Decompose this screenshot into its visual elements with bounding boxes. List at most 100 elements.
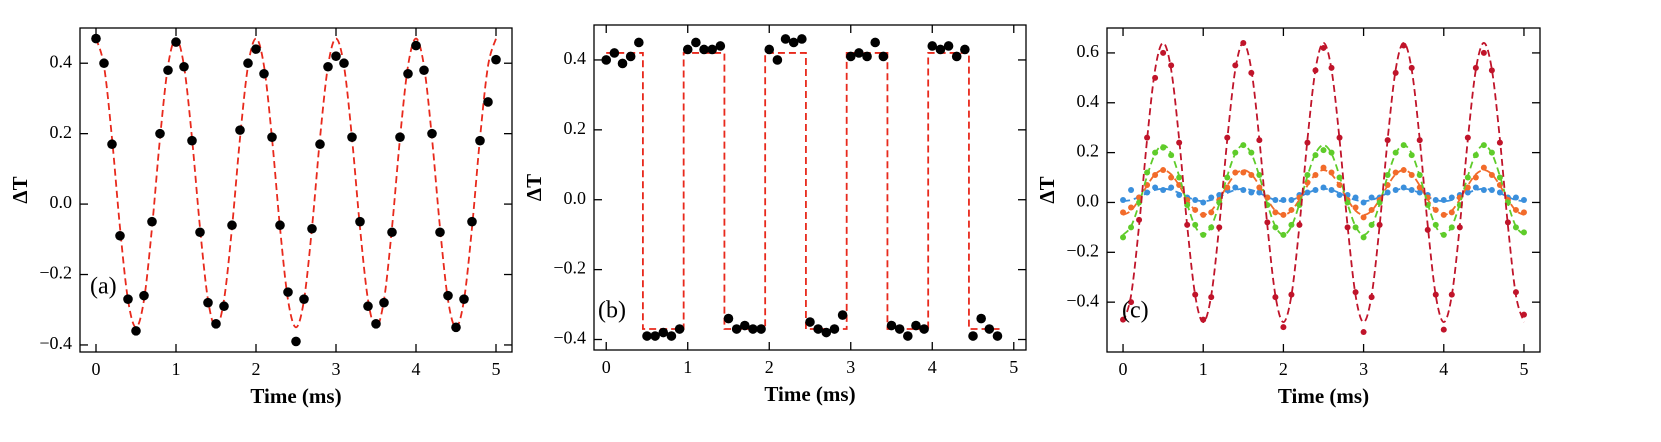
data-point (1168, 174, 1175, 181)
data-point (467, 216, 477, 227)
data-point (1272, 294, 1279, 301)
data-point (411, 40, 421, 51)
data-point (707, 44, 717, 55)
data-point (854, 48, 864, 58)
data-point (1488, 67, 1495, 74)
data-point (625, 51, 636, 62)
data-point (1264, 219, 1271, 226)
data-point (1272, 196, 1279, 203)
data-point (1248, 172, 1255, 179)
data-point (1352, 194, 1359, 201)
data-point (968, 331, 978, 341)
data-point (1216, 224, 1223, 231)
data-point (1144, 169, 1151, 176)
data-point (1208, 224, 1215, 231)
data-point (323, 61, 333, 72)
data-point (219, 301, 229, 312)
y-tick-label: 0.6 (1077, 41, 1100, 61)
data-point (1208, 194, 1215, 201)
data-point (601, 55, 612, 65)
data-point (1144, 134, 1151, 141)
data-point (1152, 172, 1159, 179)
data-point (1488, 172, 1495, 179)
x-tick-label: 2 (1279, 359, 1288, 379)
data-point (1408, 187, 1415, 193)
data-point (878, 51, 889, 62)
y-tick-label: −0.4 (553, 328, 586, 348)
data-point (1288, 196, 1295, 203)
data-point (1392, 69, 1399, 76)
axes-frame (79, 27, 513, 353)
data-point (1408, 172, 1415, 179)
data-point (1168, 152, 1175, 159)
data-point (427, 128, 437, 139)
x-tick-label: 3 (332, 359, 341, 379)
y-tick-label: 0.0 (564, 188, 587, 208)
data-point (1240, 169, 1247, 176)
data-point (1336, 182, 1343, 189)
data-point (395, 132, 405, 142)
data-point (131, 326, 141, 336)
y-tick-label: 0.2 (564, 118, 587, 138)
x-tick-label: 0 (602, 357, 611, 377)
data-point (1312, 67, 1319, 74)
data-point (1240, 39, 1247, 46)
x-tick-label: 4 (928, 357, 937, 377)
data-point (1128, 204, 1135, 211)
data-point (927, 41, 938, 51)
data-point (1368, 206, 1375, 213)
data-point (1472, 152, 1479, 159)
data-point (1448, 209, 1455, 216)
data-point (845, 51, 856, 62)
data-point (1400, 184, 1407, 191)
data-point (1464, 189, 1471, 196)
data-point (886, 320, 897, 331)
data-point (764, 44, 775, 55)
data-point (813, 324, 823, 334)
data-point (894, 324, 905, 334)
data-point (1192, 196, 1199, 203)
data-point (1168, 184, 1175, 191)
data-point (682, 44, 693, 55)
data-point (617, 58, 628, 69)
data-point (1192, 221, 1199, 228)
x-axis-label: Time (ms) (250, 384, 341, 408)
plot-area (601, 34, 1003, 341)
data-point (1464, 174, 1471, 181)
data-point (1480, 49, 1487, 56)
data-point (1448, 194, 1455, 201)
data-point (1512, 194, 1519, 201)
data-point (1360, 199, 1367, 206)
data-point (155, 128, 165, 139)
data-point (1520, 311, 1527, 318)
data-point (1384, 189, 1391, 196)
data-point (1192, 291, 1199, 298)
data-point (951, 51, 962, 62)
data-point (1160, 49, 1167, 56)
data-point (1160, 144, 1167, 151)
data-point (739, 320, 750, 331)
data-point (1432, 196, 1439, 203)
data-point (1200, 211, 1207, 218)
data-point (259, 68, 269, 79)
data-point (609, 48, 620, 58)
data-point (283, 287, 293, 297)
data-point (1440, 326, 1447, 333)
data-point (1344, 224, 1351, 231)
data-point (1128, 299, 1135, 306)
data-point (1360, 234, 1367, 241)
panel-label: (c) (1122, 298, 1149, 324)
data-point (1312, 187, 1319, 193)
data-point (1176, 191, 1183, 198)
data-point (355, 216, 365, 227)
data-point (275, 220, 285, 231)
data-point (674, 324, 685, 334)
axes-frame (1106, 27, 1541, 353)
data-point (1328, 169, 1335, 176)
data-point (475, 135, 485, 146)
y-tick-label: 0.4 (50, 51, 73, 71)
data-point (1320, 44, 1327, 51)
data-point (315, 139, 325, 150)
data-point (387, 227, 397, 238)
data-point (1496, 189, 1503, 196)
